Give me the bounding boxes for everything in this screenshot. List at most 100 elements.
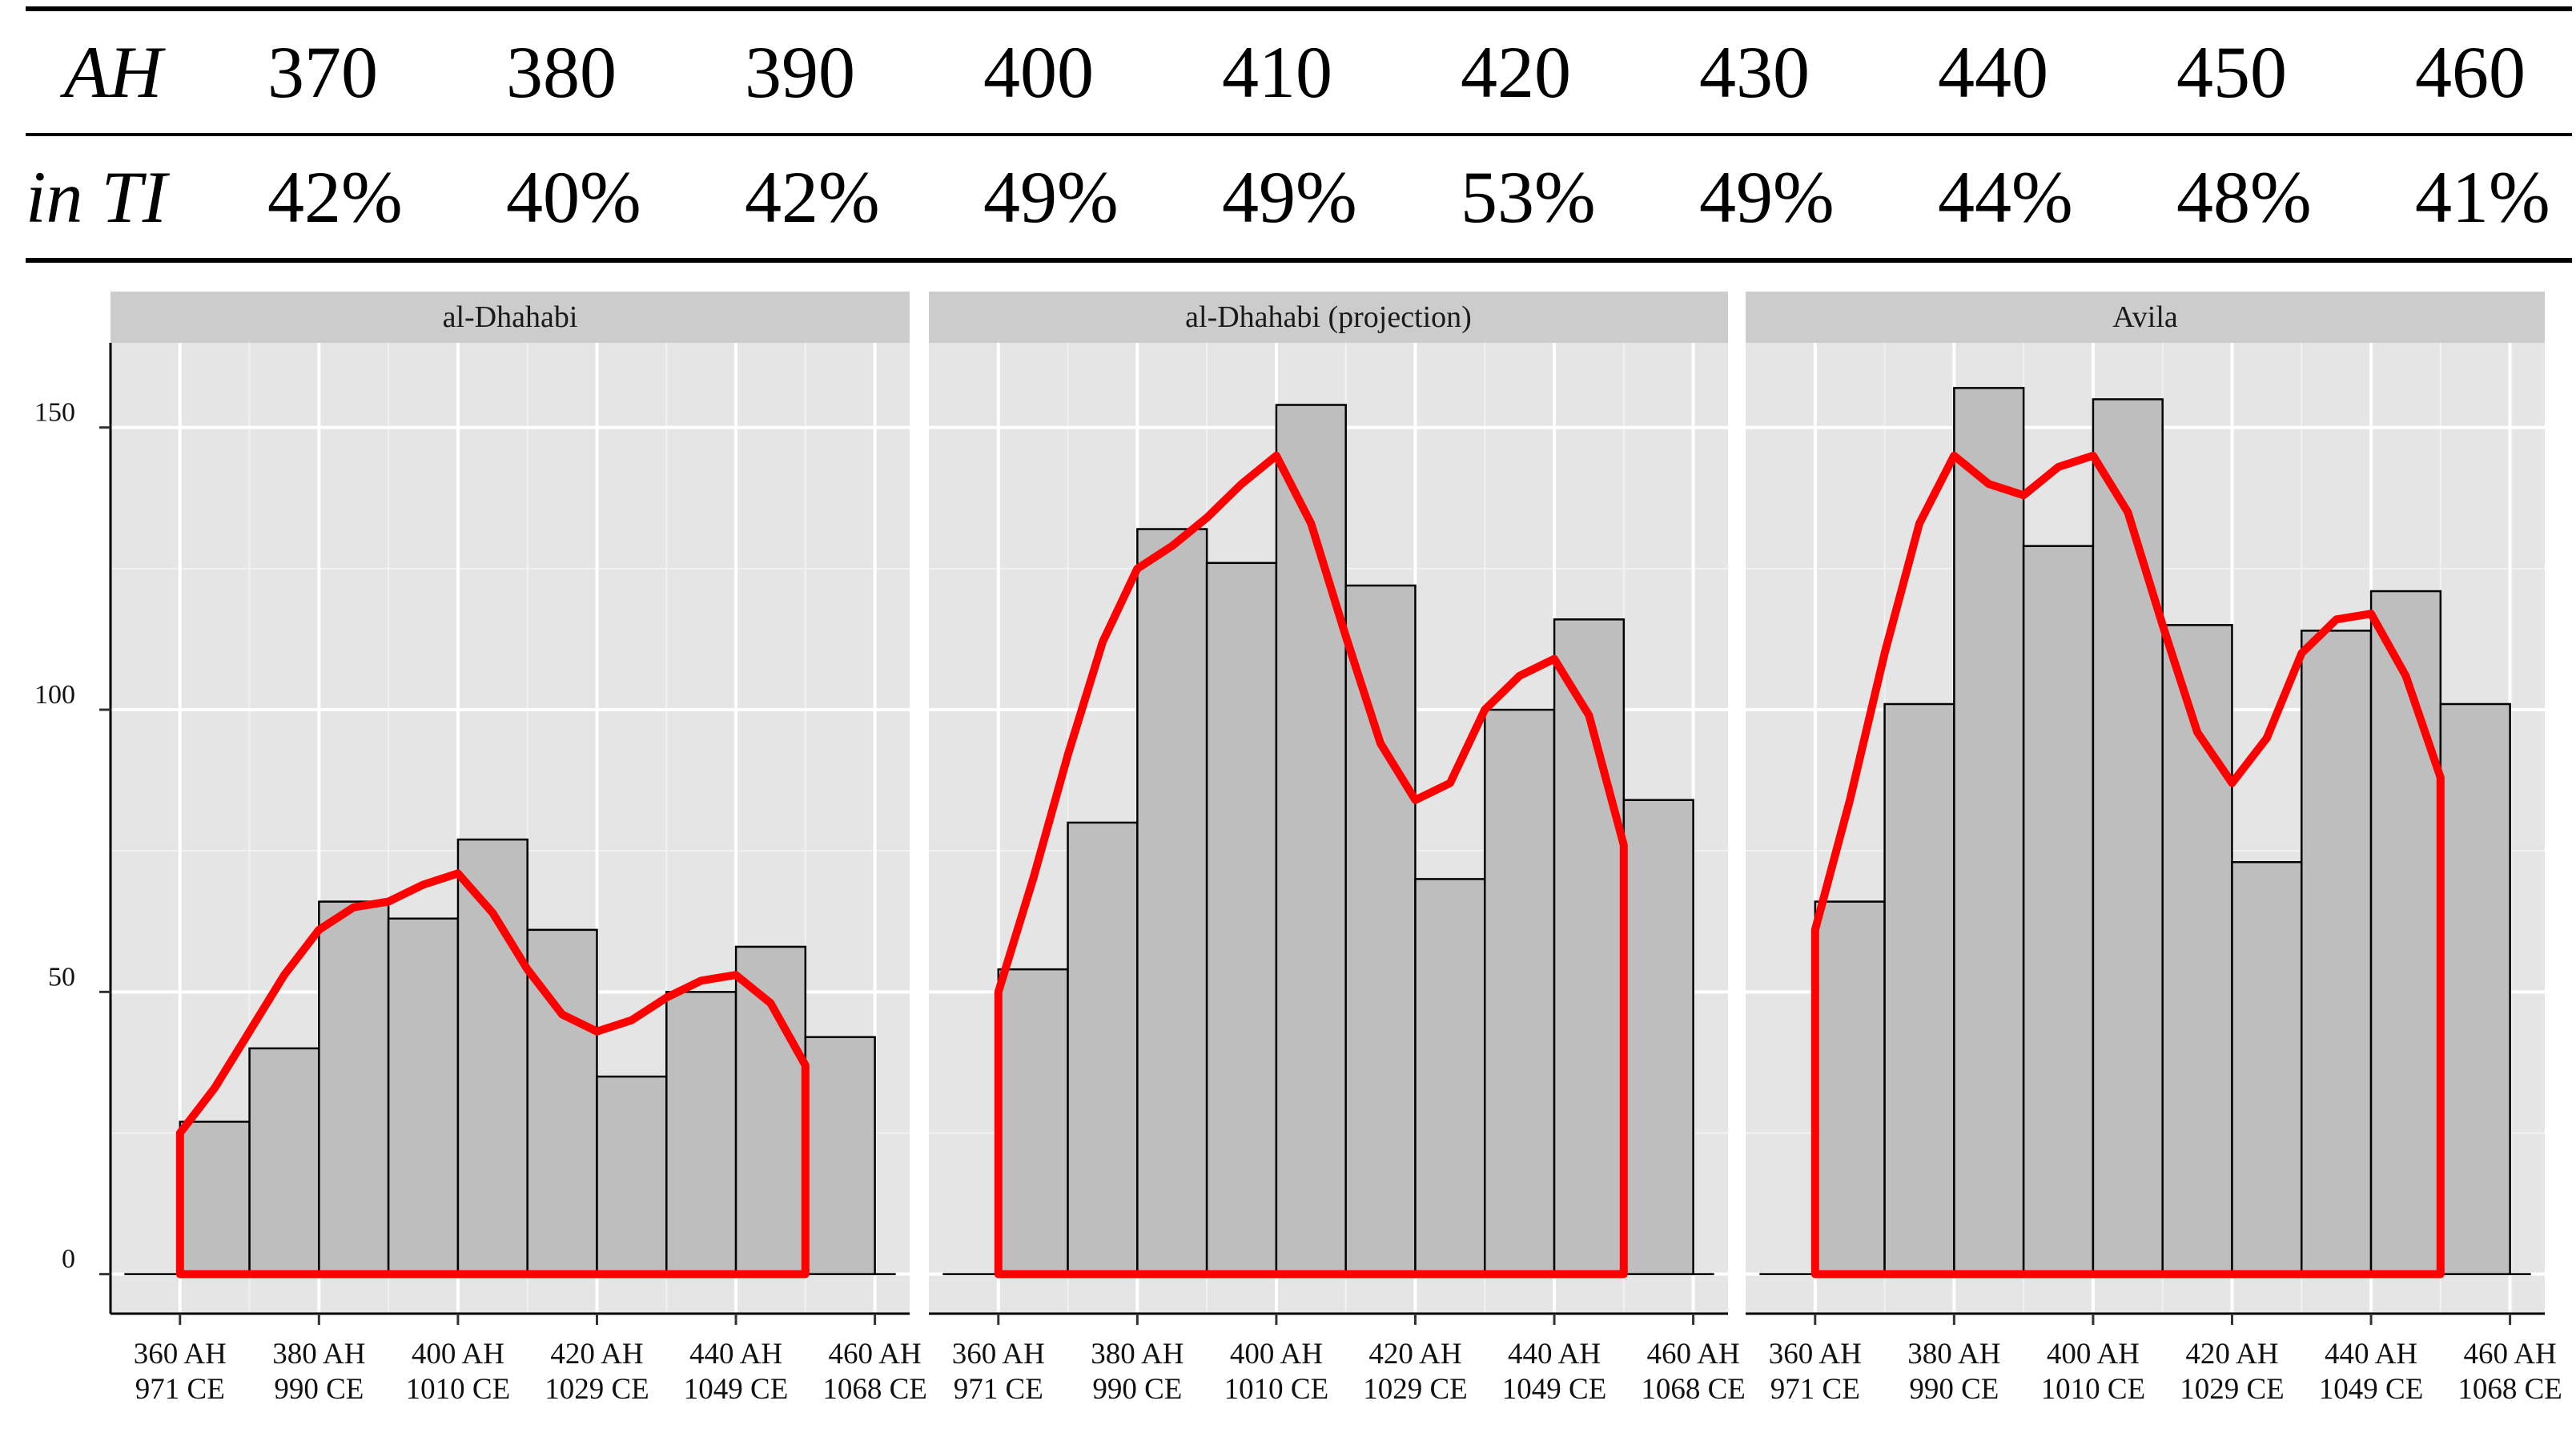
histogram-bar [2369,590,2442,1275]
y-tick-label: 50 [48,962,75,992]
density-curve [175,869,810,1278]
histogram-bar [1067,821,1139,1275]
x-tick-label-ah: 460 AH [829,1338,922,1371]
x-tick-label-ah: 440 AH [1508,1338,1601,1371]
histogram-bar [2022,545,2095,1275]
histogram-bar [997,968,1069,1275]
row-header-in-ti: in TI [26,156,167,238]
table-top-rule [26,6,2572,11]
ah-cell: 430 [1699,31,1810,113]
histogram-bar [2439,702,2511,1275]
x-tick-label-ah: 380 AH [1091,1338,1184,1371]
histogram-bar [1953,387,2025,1275]
histogram-bar [1136,528,1208,1275]
x-tick-label-ce: 1029 CE [545,1373,649,1406]
ti-cell: 41% [2415,156,2550,238]
x-tick-label-ah: 380 AH [1907,1338,2000,1371]
density-curve [1810,451,2445,1278]
histogram-bar [318,900,390,1275]
facet-strip [929,292,1728,343]
histogram-bar [734,945,807,1275]
histogram-bar [1814,900,1886,1275]
y-tick-label: 150 [34,398,75,428]
x-tick-label-ah: 460 AH [2464,1338,2557,1371]
x-tick-label-ce: 1068 CE [2457,1373,2562,1406]
y-tick-label: 100 [34,680,75,710]
histogram-bar [596,1075,668,1275]
histogram-bar [2092,398,2164,1275]
x-tick-label-ah: 420 AH [550,1338,643,1371]
ti-cell: 49% [1699,156,1835,238]
share-table: AH in TI 370 380 390 400 410 420 430 440… [0,0,2576,264]
x-tick-label-ce: 990 CE [1909,1373,1999,1406]
table-bottom-rule [26,258,2572,263]
ti-cell: 44% [1938,156,2073,238]
ti-cell: 53% [1461,156,1596,238]
ti-cell: 40% [506,156,641,238]
x-tick-label-ce: 1010 CE [406,1373,511,1406]
x-tick-label-ce: 971 CE [135,1373,225,1406]
histogram-bar [1205,562,1278,1275]
x-tick-label-ce: 1068 CE [822,1373,927,1406]
x-tick-label-ce: 1049 CE [2319,1373,2424,1406]
ah-cell: 370 [267,31,378,113]
x-tick-label-ah: 360 AH [1769,1338,1862,1371]
histogram-bar [1344,584,1417,1275]
x-tick-label-ah: 360 AH [134,1338,227,1371]
ah-cell: 400 [983,31,1094,113]
facet-strip [111,292,910,343]
ah-cell: 450 [2176,31,2287,113]
x-tick-label-ah: 360 AH [952,1338,1045,1371]
y-tick-label: 0 [62,1245,75,1274]
histogram-bar [1484,708,1556,1275]
histogram-bar [1275,404,1347,1275]
x-tick-label-ce: 990 CE [1092,1373,1182,1406]
ah-cell: 380 [506,31,617,113]
histogram-bar [248,1047,320,1275]
histogram-bar [1622,799,1694,1275]
histogram-bar [804,1036,876,1275]
ah-cell: 420 [1461,31,1571,113]
histogram-bar [665,991,737,1275]
facet-strip-title: al-Dhahabi (projection) [1185,300,1472,334]
x-tick-label-ah: 420 AH [1368,1338,1461,1371]
histogram-bar [1883,702,1955,1275]
x-tick-label-ah: 440 AH [689,1338,782,1371]
histogram-bar [456,838,528,1275]
facet-strip-title: Avila [2112,300,2178,334]
x-tick-label-ce: 971 CE [1770,1373,1860,1406]
x-tick-label-ce: 990 CE [274,1373,364,1406]
x-tick-label-ah: 460 AH [1647,1338,1740,1371]
x-tick-label-ce: 1049 CE [684,1373,789,1406]
row-header-ah: AH [64,31,163,113]
ti-cell: 42% [267,156,403,238]
x-tick-label-ce: 1029 CE [1363,1373,1468,1406]
ti-cell: 48% [2176,156,2312,238]
x-tick-label-ah: 380 AH [272,1338,365,1371]
histogram-bar [1414,878,1486,1275]
x-tick-label-ce: 1010 CE [2041,1373,2146,1406]
ah-cell: 440 [1938,31,2048,113]
ah-cell: 460 [2415,31,2526,113]
table-mid-rule [26,133,2572,136]
x-tick-label-ah: 420 AH [2185,1338,2278,1371]
x-tick-label-ce: 1068 CE [1641,1373,1746,1406]
x-tick-label-ce: 1049 CE [1502,1373,1607,1406]
histogram-bar [387,917,460,1275]
x-tick-label-ah: 440 AH [2325,1338,2417,1371]
histogram-bar [179,1121,251,1275]
ah-cell: 390 [745,31,855,113]
x-tick-label-ah: 400 AH [1230,1338,1323,1371]
density-curve [994,451,1628,1278]
ah-cell: 410 [1222,31,1332,113]
histogram-bar [2231,861,2303,1275]
facet-strip-title: al-Dhahabi [443,300,578,334]
ti-cell: 49% [1222,156,1357,238]
facet-strip [1746,292,2545,343]
ti-cell: 42% [745,156,880,238]
x-tick-label-ah: 400 AH [412,1338,504,1371]
histogram-bar [2301,630,2373,1275]
ti-cell: 49% [983,156,1119,238]
x-tick-label-ce: 1010 CE [1224,1373,1329,1406]
